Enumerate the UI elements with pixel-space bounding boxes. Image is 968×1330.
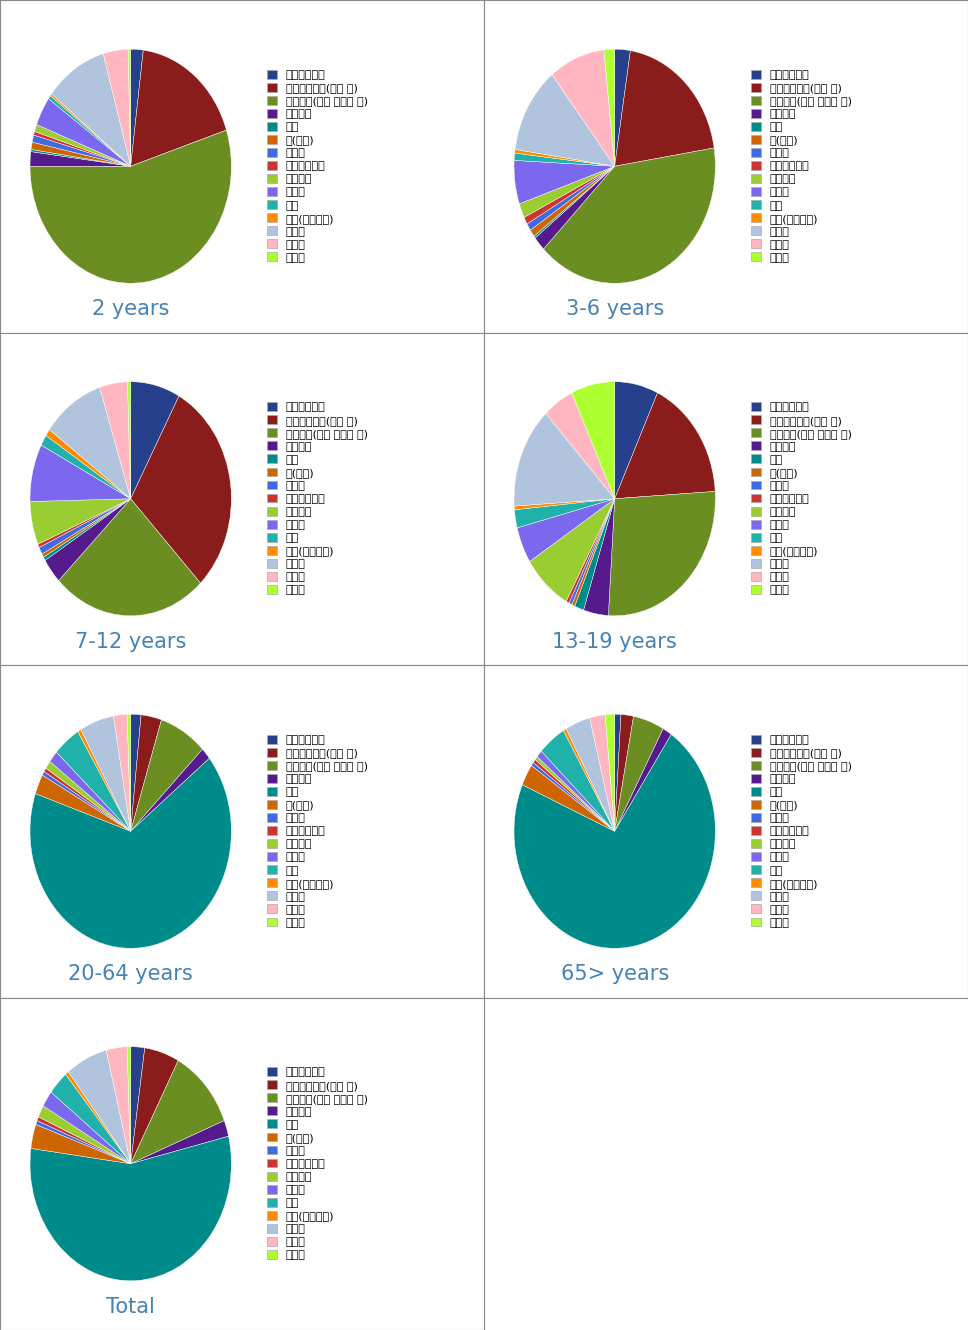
- Text: 7-12 years: 7-12 years: [75, 632, 187, 652]
- Legend: 감자스낵과자, 기타스낵과자(감자 외), 기타과자(루키 비스킷 등), 감자튀김, 커피, 빵(식빵), 케이크, 코코아가공품, 초콜릿류, 시리얼, 다: 감자스낵과자, 기타스낵과자(감자 외), 기타과자(루키 비스킷 등), 감자…: [751, 734, 852, 928]
- Text: 3-6 years: 3-6 years: [565, 299, 664, 319]
- Text: Total: Total: [106, 1297, 155, 1317]
- Legend: 감자스낵과자, 기타스낵과자(감자 외), 기타과자(루키 비스킷 등), 감자튀김, 커피, 빵(식빵), 케이크, 코코아가공품, 초콜릿류, 시리얼, 다: 감자스낵과자, 기타스낵과자(감자 외), 기타과자(루키 비스킷 등), 감자…: [267, 734, 368, 928]
- Legend: 감자스낵과자, 기타스낵과자(감자 외), 기타과자(루키 비스킷 등), 감자튀김, 커피, 빵(식빵), 케이크, 코코아가공품, 초콜릿류, 시리얼, 다: 감자스낵과자, 기타스낵과자(감자 외), 기타과자(루키 비스킷 등), 감자…: [751, 69, 852, 263]
- Legend: 감자스낵과자, 기타스낵과자(감자 외), 기타과자(루키 비스킷 등), 감자튀김, 커피, 빵(식빵), 케이크, 코코아가공품, 초콜릿류, 시리얼, 다: 감자스낵과자, 기타스낵과자(감자 외), 기타과자(루키 비스킷 등), 감자…: [267, 1067, 368, 1261]
- Legend: 감자스낵과자, 기타스낵과자(감자 외), 기타과자(루키 비스킷 등), 감자튀김, 커피, 빵(식빵), 케이크, 코코아가공품, 초콜릿류, 시리얼, 다: 감자스낵과자, 기타스낵과자(감자 외), 기타과자(루키 비스킷 등), 감자…: [267, 402, 368, 596]
- Legend: 감자스낵과자, 기타스낵과자(감자 외), 기타과자(루키 비스킷 등), 감자튀김, 커피, 빵(식빵), 케이크, 코코아가공품, 초콜릿류, 시리얼, 다: 감자스낵과자, 기타스낵과자(감자 외), 기타과자(루키 비스킷 등), 감자…: [267, 69, 368, 263]
- Text: 65> years: 65> years: [560, 964, 669, 984]
- Text: 13-19 years: 13-19 years: [553, 632, 677, 652]
- Text: 2 years: 2 years: [92, 299, 169, 319]
- Legend: 감자스낵과자, 기타스낵과자(감자 외), 기타과자(루키 비스킷 등), 감자튀김, 커피, 빵(식빵), 케이크, 코코아가공품, 초콜릿류, 시리얼, 다: 감자스낵과자, 기타스낵과자(감자 외), 기타과자(루키 비스킷 등), 감자…: [751, 402, 852, 596]
- Text: 20-64 years: 20-64 years: [69, 964, 193, 984]
